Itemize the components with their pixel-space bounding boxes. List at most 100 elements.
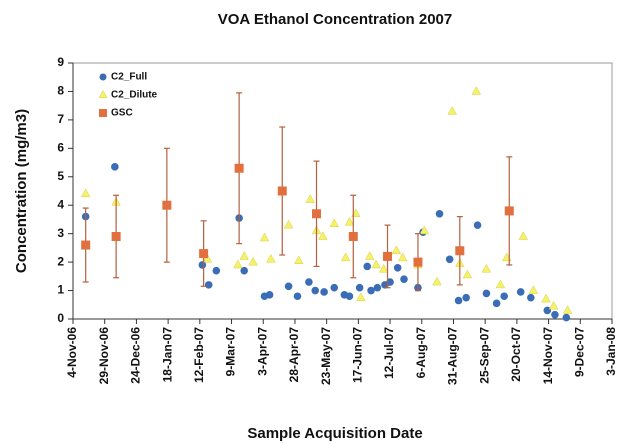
point: [373, 283, 382, 292]
point: [233, 259, 243, 269]
legend-marker: [99, 73, 107, 81]
x-tick-label: 3-Apr-07: [255, 327, 269, 376]
legend-marker: [99, 109, 107, 117]
point: [199, 249, 209, 259]
point: [293, 292, 302, 301]
point: [259, 232, 270, 242]
point: [345, 292, 354, 301]
point: [365, 251, 375, 260]
x-tick-label: 29-Nov-06: [97, 327, 111, 385]
x-tick-label: 23-May-07: [319, 327, 333, 385]
point: [527, 293, 535, 302]
x-tick-label: 3-Jan-08: [604, 327, 618, 376]
x-tick-label: 24-Dec-06: [129, 327, 143, 384]
point: [455, 246, 465, 256]
legend-label: C2_Full: [111, 72, 147, 83]
point: [340, 252, 351, 262]
point: [562, 313, 571, 322]
point: [305, 194, 315, 203]
y-tick-label: 0: [57, 311, 64, 325]
x-tick-label: 25-Sep-07: [477, 327, 491, 384]
point: [562, 305, 573, 314]
point: [462, 269, 473, 279]
point: [383, 251, 393, 261]
point: [548, 300, 559, 310]
point: [162, 200, 172, 210]
point: [386, 278, 394, 286]
point: [504, 206, 514, 216]
y-tick-label: 2: [57, 254, 64, 268]
point: [204, 281, 213, 289]
point: [284, 282, 293, 291]
point: [111, 163, 119, 171]
point: [516, 288, 525, 296]
point: [348, 232, 358, 242]
y-tick-label: 5: [57, 169, 64, 183]
x-tick-label: 4-Nov-06: [65, 327, 79, 378]
point: [541, 293, 551, 303]
point: [391, 245, 402, 255]
point: [432, 276, 442, 286]
point: [492, 299, 501, 308]
y-tick-label: 9: [57, 55, 64, 69]
point: [239, 251, 249, 260]
point: [400, 275, 408, 283]
point: [266, 253, 276, 263]
y-axis-label: Concentration (mg/m3): [13, 109, 30, 273]
plot-area: [72, 62, 613, 320]
point: [413, 257, 423, 267]
point: [330, 283, 339, 292]
point: [481, 263, 492, 273]
point: [398, 252, 408, 262]
point: [265, 291, 274, 299]
x-tick-label: 12-Jul-07: [382, 327, 396, 379]
point: [283, 219, 294, 229]
point: [305, 278, 313, 286]
point: [111, 232, 121, 242]
point: [473, 221, 482, 229]
y-tick-label: 3: [57, 226, 64, 240]
point: [454, 296, 463, 305]
y-tick-label: 8: [57, 84, 64, 98]
point: [212, 266, 221, 275]
point: [198, 261, 207, 269]
x-tick-label: 28-Apr-07: [287, 327, 301, 383]
point: [356, 292, 366, 301]
point: [363, 262, 372, 271]
point: [318, 231, 328, 240]
x-tick-label: 18-Jan-07: [160, 327, 174, 383]
point: [80, 188, 91, 198]
point: [551, 310, 559, 319]
point: [329, 218, 339, 228]
chart-title: VOA Ethanol Concentration 2007: [218, 11, 453, 28]
point: [482, 289, 491, 298]
point: [447, 106, 457, 115]
point: [378, 263, 389, 273]
legend-label: GSC: [111, 108, 133, 119]
point: [445, 255, 454, 264]
x-tick-label: 20-Oct-07: [509, 327, 523, 382]
y-tick-label: 6: [57, 141, 64, 155]
x-tick-label: 9-Dec-07: [572, 327, 586, 377]
point: [294, 255, 304, 264]
x-tick-label: 12-Feb-07: [192, 327, 206, 383]
point: [419, 225, 430, 235]
point: [320, 288, 328, 296]
point: [518, 231, 528, 240]
point: [435, 209, 444, 218]
point: [344, 216, 355, 226]
point: [355, 283, 364, 292]
point: [500, 292, 509, 301]
point: [393, 264, 402, 272]
point: [528, 285, 539, 294]
point: [471, 86, 482, 95]
y-tick-label: 1: [57, 283, 64, 297]
point: [81, 240, 91, 250]
y-tick-label: 7: [57, 112, 64, 126]
legend-marker: [98, 89, 108, 99]
point: [277, 186, 287, 196]
point: [495, 279, 506, 289]
x-axis-label: Sample Acquisition Date: [247, 425, 422, 442]
x-tick-label: 6-Aug-07: [414, 327, 428, 379]
